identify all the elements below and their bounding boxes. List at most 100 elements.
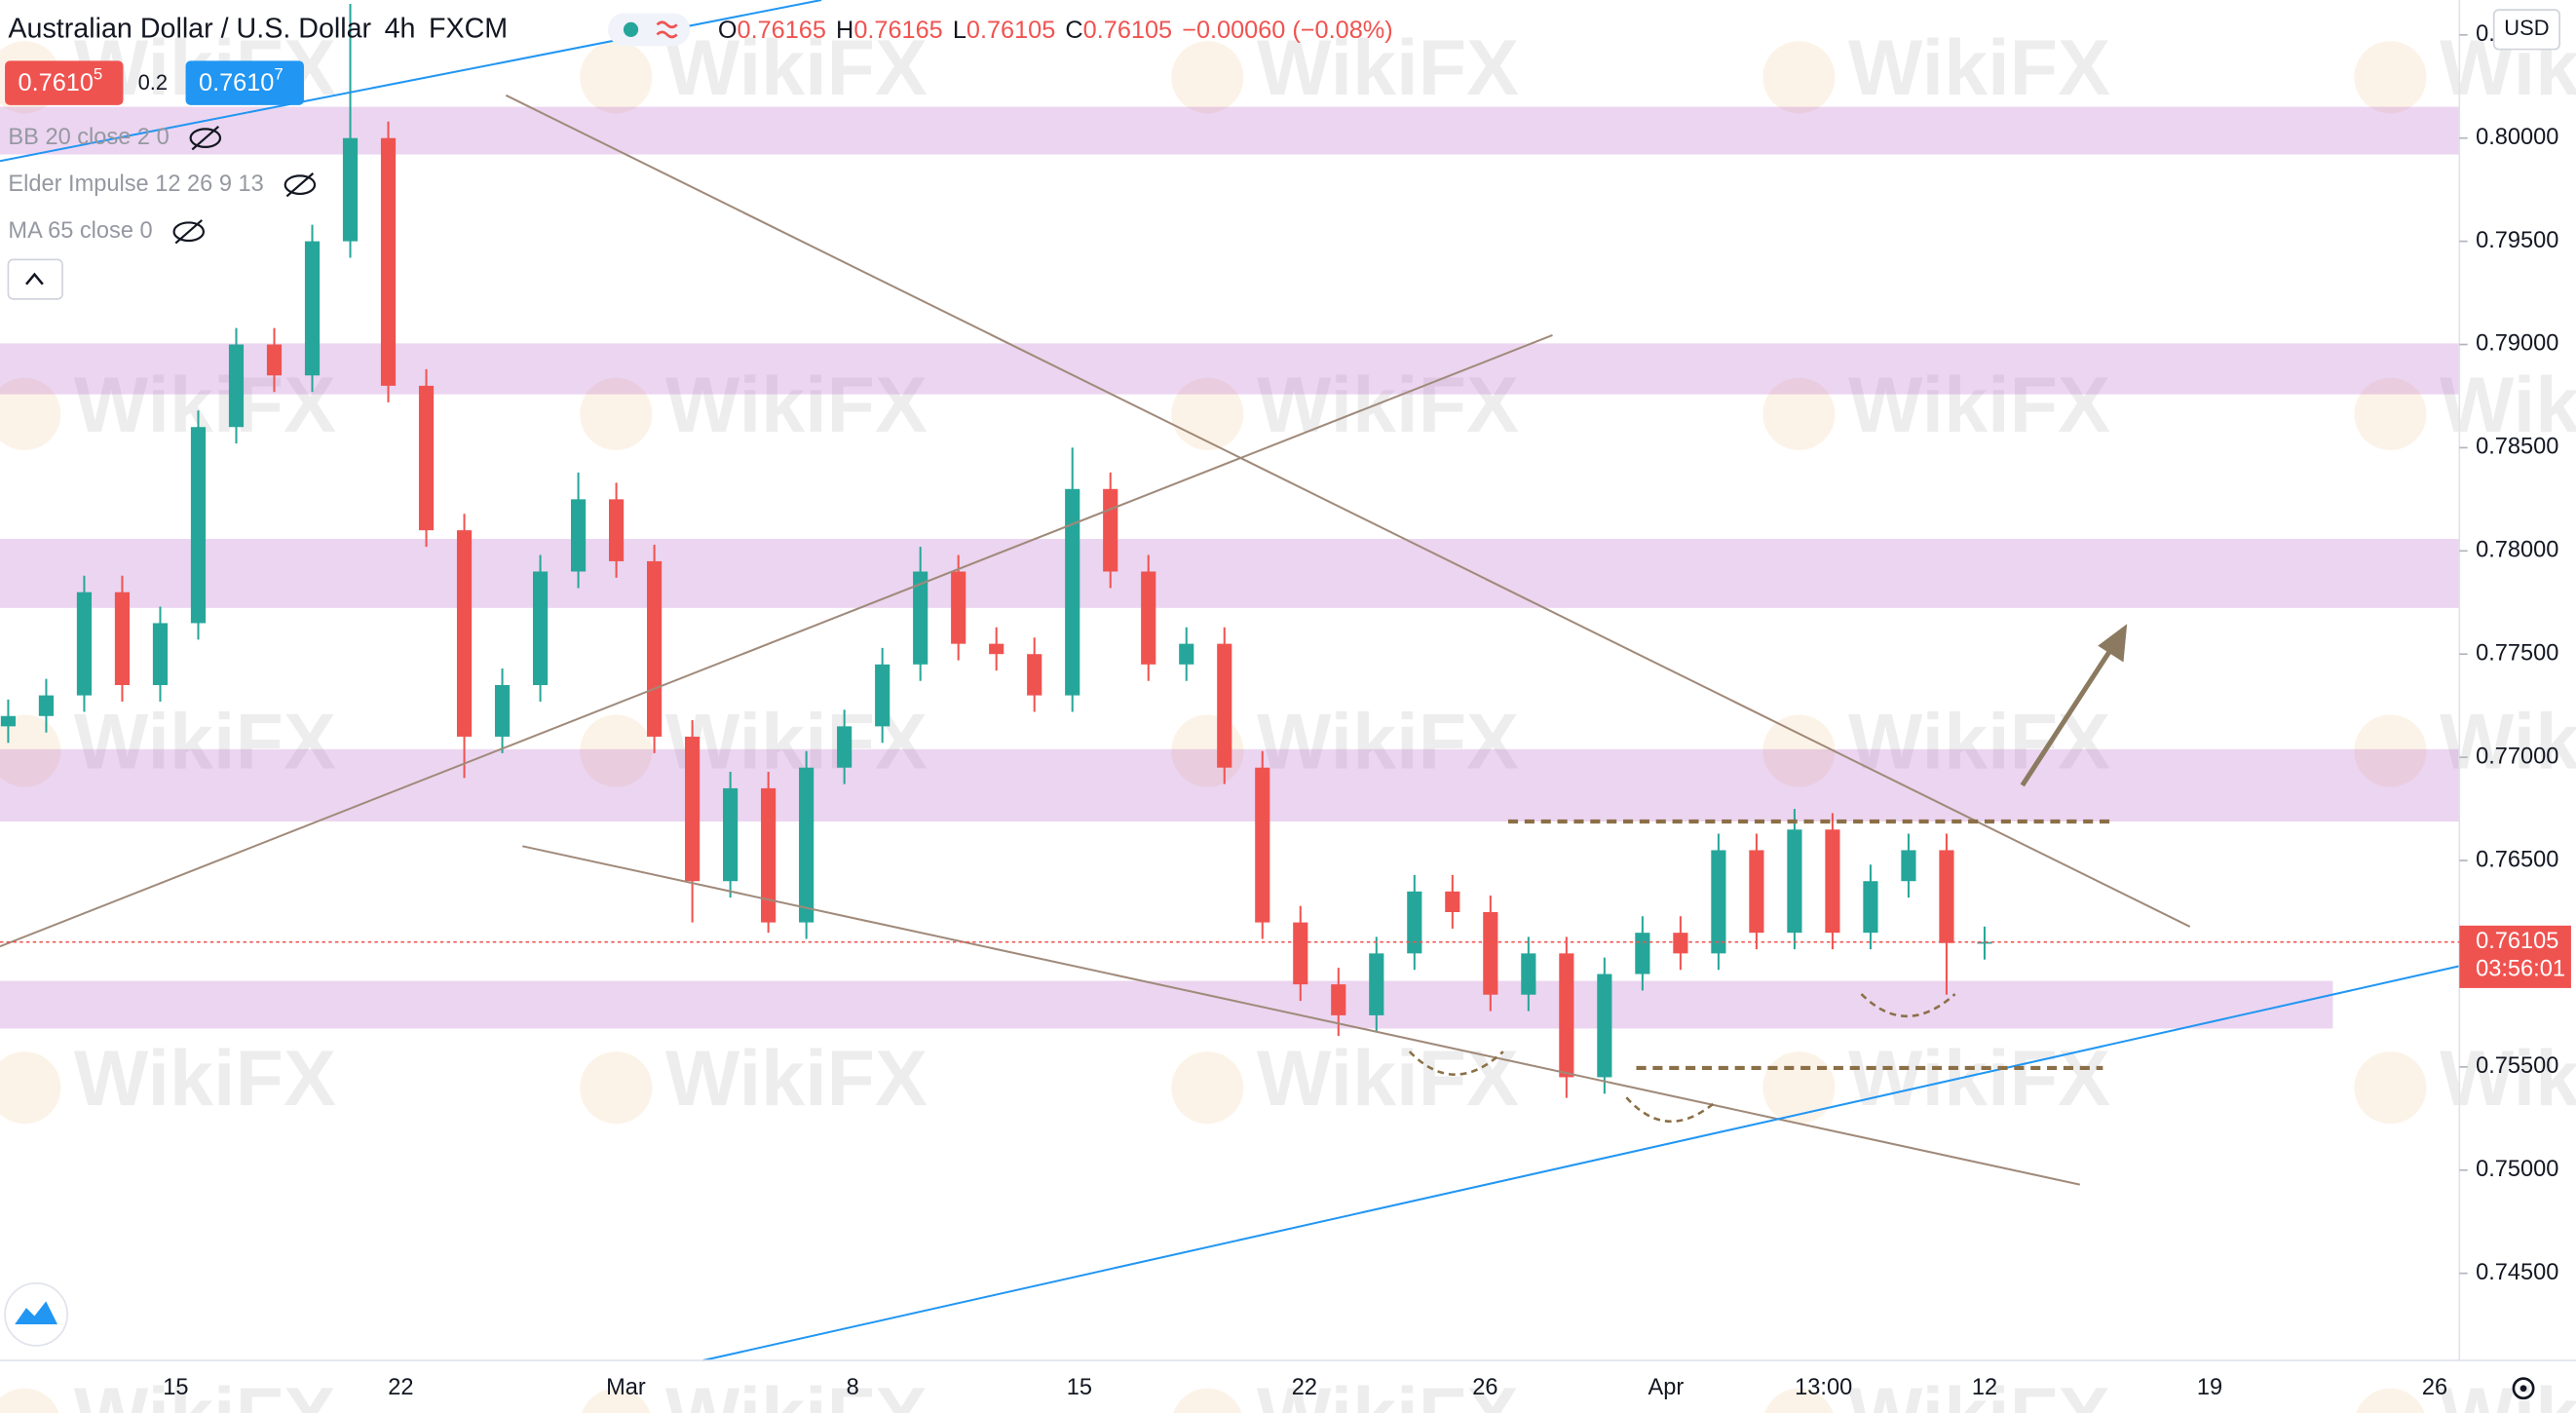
watermark-logo	[0, 377, 61, 450]
x-tick-label: 12	[1972, 1375, 1997, 1400]
last-price-label: 0.76105	[2476, 929, 2558, 954]
x-tick-label: 15	[163, 1375, 188, 1400]
candle-body	[1293, 922, 1308, 985]
candle-body	[1407, 891, 1422, 954]
watermark: WikiFX	[1257, 699, 1519, 786]
watermark: WikiFX	[2440, 1035, 2576, 1123]
x-tick-label: Apr	[1648, 1375, 1684, 1400]
watermark-logo	[1173, 1388, 1242, 1413]
watermark: WikiFX	[1848, 1035, 2110, 1123]
exchange: FXCM	[429, 13, 508, 44]
candle-body	[152, 623, 169, 686]
watermark: WikiFX	[1257, 1372, 1519, 1413]
indicator-label: BB 20 close 2 0	[8, 125, 169, 150]
candle-body	[456, 530, 473, 737]
hide-icon[interactable]	[189, 128, 222, 148]
y-tick-label: 0.74500	[2476, 1260, 2558, 1285]
candles	[0, 4, 1992, 1098]
candle-body	[1027, 654, 1042, 696]
hide-icon[interactable]	[172, 221, 206, 243]
watermark-logo	[580, 41, 653, 114]
watermark-logo	[1762, 714, 1836, 787]
candle-body	[342, 137, 359, 242]
watermark: WikiFX	[74, 1372, 336, 1413]
candle-body	[1331, 984, 1346, 1015]
hide-slash	[285, 172, 315, 198]
y-tick-label: 0.79500	[2476, 228, 2558, 253]
candle-body	[114, 592, 131, 686]
candle-body	[1673, 933, 1688, 954]
candle-body	[685, 736, 701, 882]
candle-body	[1597, 974, 1612, 1078]
candle-body	[1065, 488, 1080, 696]
settings-button[interactable]	[2512, 1377, 2535, 1400]
x-tick-label: 26	[1472, 1375, 1497, 1400]
watermark: WikiFX	[1257, 24, 1519, 112]
settings-icon	[2519, 1385, 2527, 1393]
ohlc-key: O	[718, 17, 738, 44]
watermark: WikiFX	[1257, 1035, 1519, 1123]
indicator-label: MA 65 close 0	[8, 218, 152, 244]
watermark-logo	[580, 377, 653, 450]
watermark-logo	[2354, 377, 2427, 450]
status-pill[interactable]	[607, 13, 691, 47]
watermark-logo	[1171, 1051, 1244, 1125]
candle-body	[418, 385, 435, 531]
sell-price: 0.76105	[19, 65, 103, 96]
watermark-logo	[1764, 1388, 1834, 1413]
buy-button[interactable]	[185, 60, 304, 105]
candle-body	[875, 664, 890, 727]
candle-body	[228, 344, 245, 428]
hide-icon[interactable]	[284, 174, 317, 196]
header: Australian Dollar / U.S. Dollar 4h FXCM	[8, 13, 508, 44]
candle-body	[266, 344, 283, 376]
sell-button[interactable]	[5, 60, 124, 105]
arc	[1408, 1050, 1504, 1076]
watermark: WikiFX	[1848, 1372, 2110, 1413]
x-tick-label: Mar	[606, 1375, 646, 1400]
currency: USD	[2504, 16, 2549, 40]
candle-body	[1369, 953, 1384, 1015]
symbol: Australian Dollar / U.S. Dollar	[8, 13, 371, 44]
candle-body	[1711, 850, 1726, 954]
candle-body	[304, 241, 321, 376]
watermark: WikiFX	[665, 1372, 928, 1413]
y-tick-label: 0.77000	[2476, 744, 2558, 769]
watermark: WikiFX	[1848, 24, 2110, 112]
buy-price: 0.76107	[199, 65, 284, 96]
candle-body	[190, 427, 207, 624]
arc	[1625, 1096, 1718, 1123]
collapse-button[interactable]	[7, 258, 63, 300]
ohlc-key: H	[836, 17, 853, 44]
logo	[15, 1301, 58, 1324]
candle-body	[1635, 933, 1650, 974]
candle-body	[913, 571, 928, 665]
spread: 0.2	[138, 70, 168, 95]
candle-body	[38, 695, 55, 716]
ohlc-key: L	[953, 17, 966, 44]
watermark: WikiFX	[665, 1035, 928, 1123]
x-tick-label: 26	[2422, 1375, 2447, 1400]
indicator-label: Elder Impulse 12 26 9 13	[8, 172, 263, 197]
candle-body	[1103, 488, 1118, 572]
candle-body	[532, 571, 549, 686]
ohlc-value: 0.76165	[738, 17, 826, 44]
candle-body	[1445, 891, 1460, 912]
sell-main: 0.7610	[19, 69, 94, 96]
y-tick-label: 0.78000	[2476, 538, 2558, 563]
watermark-logo	[580, 714, 653, 787]
watermark: WikiFX	[2440, 362, 2576, 449]
watermark-logo	[1762, 1051, 1836, 1125]
ohlc-value: 0.76105	[1083, 17, 1172, 44]
zone	[0, 980, 2333, 1029]
candle-body	[1483, 911, 1498, 995]
candle-body	[1559, 953, 1574, 1078]
candle-body	[647, 560, 663, 737]
sell-pip: 5	[94, 65, 102, 84]
candle-body	[837, 726, 852, 768]
time-axis: 15 22 Mar 8 15 22 26 Apr 13:00 12 19 26	[163, 1375, 2447, 1400]
currency-button[interactable]	[2492, 9, 2560, 51]
candle-body	[1255, 767, 1270, 923]
